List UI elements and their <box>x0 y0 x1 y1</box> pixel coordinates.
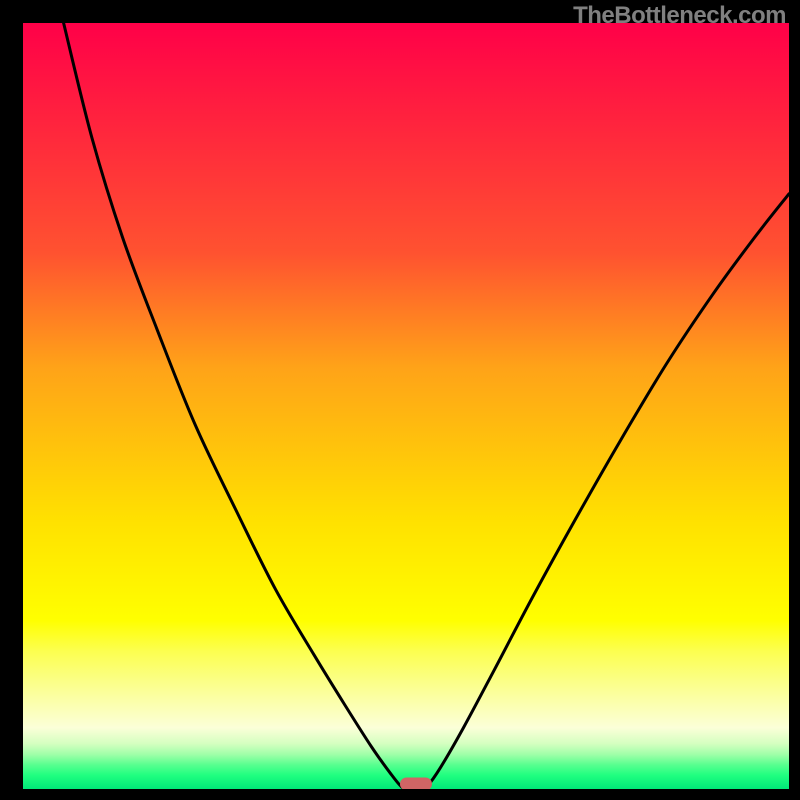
bottleneck-curve <box>23 23 789 789</box>
plot-area <box>23 23 789 789</box>
chart-container: TheBottleneck.com <box>0 0 800 800</box>
optimal-point-marker <box>400 777 432 789</box>
watermark-label: TheBottleneck.com <box>573 2 786 30</box>
